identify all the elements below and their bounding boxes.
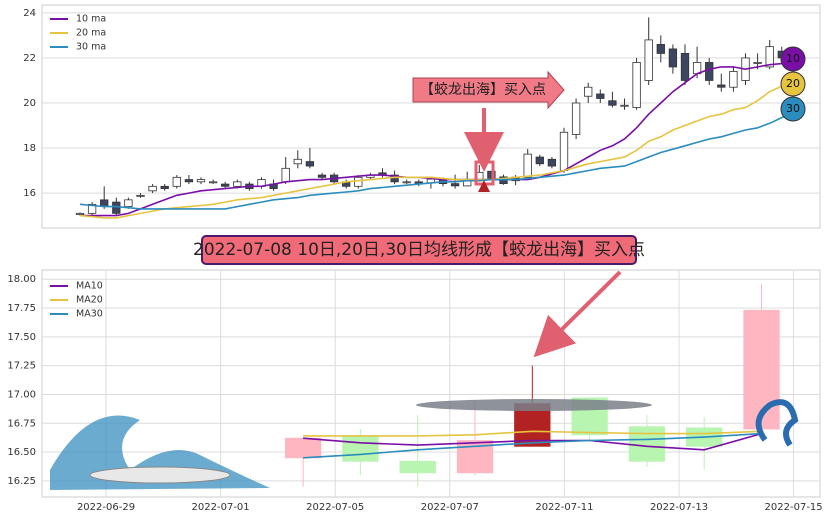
candle-body bbox=[628, 426, 666, 462]
candle-body bbox=[136, 194, 145, 197]
legend-label: 10 ma bbox=[76, 14, 106, 25]
x-tick-label: 2022-07-07 bbox=[421, 502, 479, 513]
ma-line bbox=[79, 111, 795, 210]
candle-body bbox=[717, 84, 726, 88]
candle-body bbox=[547, 158, 557, 167]
y-tick-label: 16 bbox=[23, 188, 36, 199]
candle-body bbox=[729, 71, 738, 88]
candle-body bbox=[523, 153, 532, 178]
banner-pointer bbox=[533, 270, 622, 358]
candle-body bbox=[584, 86, 593, 97]
legend-label: MA20 bbox=[76, 295, 103, 306]
candle-body bbox=[608, 100, 617, 106]
candle-body bbox=[184, 179, 194, 183]
legend-label: MA10 bbox=[76, 281, 103, 292]
candle-body bbox=[596, 93, 605, 99]
y-tick-label: 17.50 bbox=[7, 332, 36, 343]
candle-body bbox=[656, 44, 665, 54]
candle-body bbox=[160, 185, 169, 189]
banner-box bbox=[201, 235, 637, 265]
end-label: 20 bbox=[786, 77, 800, 90]
x-tick-label: 2022-07-01 bbox=[192, 502, 250, 513]
x-tick-label: 2022-07-15 bbox=[765, 502, 823, 513]
dragon-decoration bbox=[755, 399, 799, 447]
end-label-circle bbox=[780, 71, 806, 97]
ma-line bbox=[303, 432, 762, 459]
y-tick-label: 17.75 bbox=[7, 303, 36, 314]
candle-body bbox=[402, 181, 411, 184]
candle-body bbox=[390, 174, 399, 183]
end-label: 30 bbox=[786, 102, 800, 115]
candle-body bbox=[632, 62, 641, 108]
candle-body bbox=[305, 161, 315, 167]
annotation-arrow bbox=[412, 70, 565, 110]
candle-body bbox=[399, 460, 436, 474]
legend-label: 30 ma bbox=[76, 42, 106, 53]
surfboard bbox=[89, 466, 231, 484]
x-tick-label: 2022-07-13 bbox=[650, 502, 708, 513]
candle-body bbox=[354, 176, 363, 187]
legend-label: 20 ma bbox=[76, 28, 106, 39]
candle-body bbox=[124, 199, 133, 208]
annotation-text: 【蛟龙出海】买入点 bbox=[420, 82, 546, 98]
plot-area bbox=[41, 4, 821, 229]
end-label: 10 bbox=[786, 52, 800, 65]
highlight-ellipse bbox=[416, 399, 652, 411]
candle-body bbox=[644, 39, 653, 81]
candle-body bbox=[765, 46, 774, 68]
end-label-circle bbox=[780, 96, 806, 122]
candle-body bbox=[196, 179, 206, 183]
ma-line bbox=[303, 430, 762, 437]
ma-line bbox=[80, 61, 794, 217]
y-tick-label: 18 bbox=[23, 143, 36, 154]
candle-body bbox=[668, 48, 678, 68]
candle-body bbox=[535, 156, 544, 165]
candle-body bbox=[680, 53, 690, 81]
x-tick-label: 2022-07-05 bbox=[306, 502, 364, 513]
candle-body bbox=[753, 62, 762, 64]
y-tick-label: 24 bbox=[23, 8, 36, 19]
candle-body bbox=[112, 201, 121, 214]
y-tick-label: 16.25 bbox=[7, 476, 36, 487]
candle-body bbox=[208, 181, 218, 184]
legend-label: MA30 bbox=[76, 309, 103, 320]
y-tick-label: 17.00 bbox=[7, 389, 36, 400]
x-tick-label: 2022-06-29 bbox=[77, 502, 135, 513]
x-tick-label: 2022-07-11 bbox=[535, 502, 593, 513]
candle-body bbox=[75, 212, 85, 215]
ma-line bbox=[303, 432, 762, 451]
candle-body bbox=[148, 185, 157, 192]
end-label-circle bbox=[780, 46, 806, 72]
candle-body bbox=[221, 183, 230, 187]
candle-body bbox=[233, 181, 242, 187]
buy-marker bbox=[478, 180, 490, 192]
ma-line bbox=[79, 79, 795, 219]
y-tick-label: 22 bbox=[23, 53, 36, 64]
y-tick-label: 17.25 bbox=[7, 361, 36, 372]
candle-body bbox=[317, 174, 327, 178]
candle-body bbox=[342, 435, 379, 462]
candle-body bbox=[705, 62, 714, 81]
candle-body bbox=[87, 203, 97, 214]
candle-body bbox=[281, 167, 290, 183]
y-tick-label: 20 bbox=[23, 98, 36, 109]
banner-text: 2022-07-08 10日,20日,30日均线形成【蛟龙出海】买入点 bbox=[193, 240, 645, 260]
y-tick-label: 16.50 bbox=[7, 447, 36, 458]
candle-body bbox=[571, 102, 581, 135]
candle-body bbox=[293, 158, 302, 165]
candle-body bbox=[284, 437, 322, 459]
candle-body bbox=[620, 104, 629, 107]
y-tick-label: 18.00 bbox=[7, 274, 36, 285]
candle-body bbox=[450, 183, 460, 187]
candle-body bbox=[172, 176, 181, 187]
y-tick-label: 16.75 bbox=[7, 418, 36, 429]
candle-body bbox=[559, 131, 569, 171]
